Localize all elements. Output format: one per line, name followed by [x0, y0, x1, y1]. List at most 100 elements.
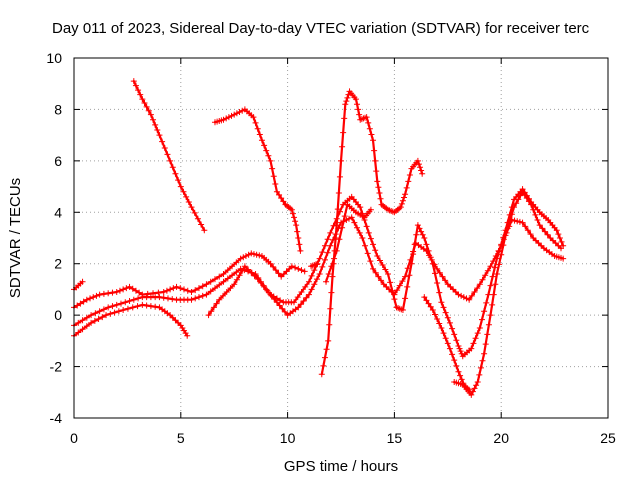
data-point-marker	[250, 251, 257, 258]
data-point-marker	[164, 151, 171, 158]
data-point-marker	[446, 345, 453, 352]
data-point-marker	[289, 210, 296, 217]
data-point-marker	[256, 131, 263, 138]
data-point-marker	[493, 255, 500, 262]
data-point-marker	[394, 287, 401, 294]
series-trace	[72, 216, 565, 327]
data-point-marker	[470, 340, 477, 347]
grid-lines	[74, 58, 608, 418]
data-point-marker	[483, 299, 490, 306]
data-point-marker	[342, 101, 349, 108]
data-point-marker	[402, 191, 409, 198]
data-point-marker	[220, 116, 227, 123]
data-point-marker	[414, 157, 421, 164]
data-point-marker	[88, 319, 95, 326]
data-point-marker	[438, 325, 445, 331]
data-point-marker	[177, 183, 184, 190]
data-point-marker	[485, 321, 492, 328]
data-point-marker	[170, 285, 177, 292]
data-point-marker	[362, 242, 369, 249]
data-point-marker	[329, 236, 336, 243]
data-point-marker	[79, 278, 86, 285]
data-point-marker	[431, 270, 438, 277]
data-point-marker	[295, 235, 302, 241]
data-point-marker	[402, 295, 409, 302]
data-point-marker	[273, 188, 280, 195]
data-point-marker	[364, 250, 371, 257]
data-point-marker	[295, 304, 302, 311]
data-point-marker	[555, 242, 562, 249]
data-point-marker	[410, 251, 417, 258]
data-point-marker	[233, 259, 240, 266]
data-point-marker	[365, 229, 372, 236]
data-point-marker	[224, 275, 231, 282]
data-point-marker	[539, 225, 546, 232]
data-point-marker	[150, 116, 157, 123]
data-point-marker	[444, 314, 451, 321]
data-point-marker	[487, 312, 494, 319]
data-point-marker	[194, 215, 201, 222]
data-point-marker	[370, 137, 377, 144]
data-point-marker	[93, 292, 100, 299]
data-point-marker	[457, 372, 464, 379]
data-point-marker	[333, 215, 340, 222]
x-tick-label: 5	[177, 430, 185, 446]
data-point-marker	[377, 195, 384, 202]
data-point-marker	[417, 164, 424, 171]
data-point-marker	[484, 331, 491, 338]
data-point-marker	[135, 87, 142, 94]
data-point-marker	[474, 379, 481, 385]
data-point-marker	[205, 312, 212, 319]
data-point-marker	[79, 317, 86, 324]
data-point-marker	[147, 111, 154, 118]
data-point-marker	[231, 111, 238, 118]
data-point-marker	[468, 391, 475, 398]
data-point-marker	[123, 285, 130, 292]
data-point-marker	[468, 292, 475, 299]
data-point-marker	[228, 112, 235, 119]
data-point-marker	[411, 241, 418, 248]
data-point-marker	[319, 249, 326, 256]
data-point-marker	[504, 225, 511, 232]
data-point-marker	[264, 287, 271, 294]
data-point-marker	[233, 269, 240, 276]
data-point-marker	[452, 289, 459, 295]
data-point-marker	[373, 168, 380, 175]
data-point-marker	[305, 291, 312, 298]
data-point-marker	[292, 264, 299, 271]
data-point-marker	[484, 267, 491, 274]
data-point-marker	[451, 357, 458, 364]
data-point-marker	[273, 295, 280, 302]
data-point-marker	[318, 371, 325, 378]
data-point-marker	[479, 276, 486, 283]
data-point-marker	[511, 204, 518, 211]
y-tick-label: 2	[54, 256, 62, 272]
data-point-marker	[458, 350, 465, 357]
data-point-marker	[457, 348, 464, 355]
data-point-marker	[184, 332, 191, 339]
data-point-marker	[311, 281, 318, 288]
data-point-marker	[481, 308, 488, 315]
data-point-marker	[319, 263, 326, 270]
data-point-marker	[367, 206, 374, 213]
data-point-marker	[552, 240, 559, 247]
data-point-marker	[541, 228, 548, 235]
data-point-marker	[87, 295, 94, 302]
data-point-marker	[439, 273, 446, 280]
data-point-marker	[163, 287, 170, 294]
data-point-marker	[115, 308, 122, 315]
data-point-marker	[311, 267, 318, 274]
x-tick-label: 20	[493, 430, 509, 446]
data-point-marker	[482, 272, 489, 279]
data-point-marker	[139, 96, 146, 103]
data-point-marker	[280, 271, 287, 277]
data-point-marker	[466, 386, 473, 393]
data-point-marker	[466, 296, 473, 303]
data-point-marker	[405, 178, 412, 185]
data-point-marker	[83, 314, 90, 321]
data-point-marker	[167, 312, 174, 319]
data-point-marker	[188, 289, 195, 295]
data-point-marker	[261, 142, 268, 149]
data-point-marker	[224, 267, 231, 274]
